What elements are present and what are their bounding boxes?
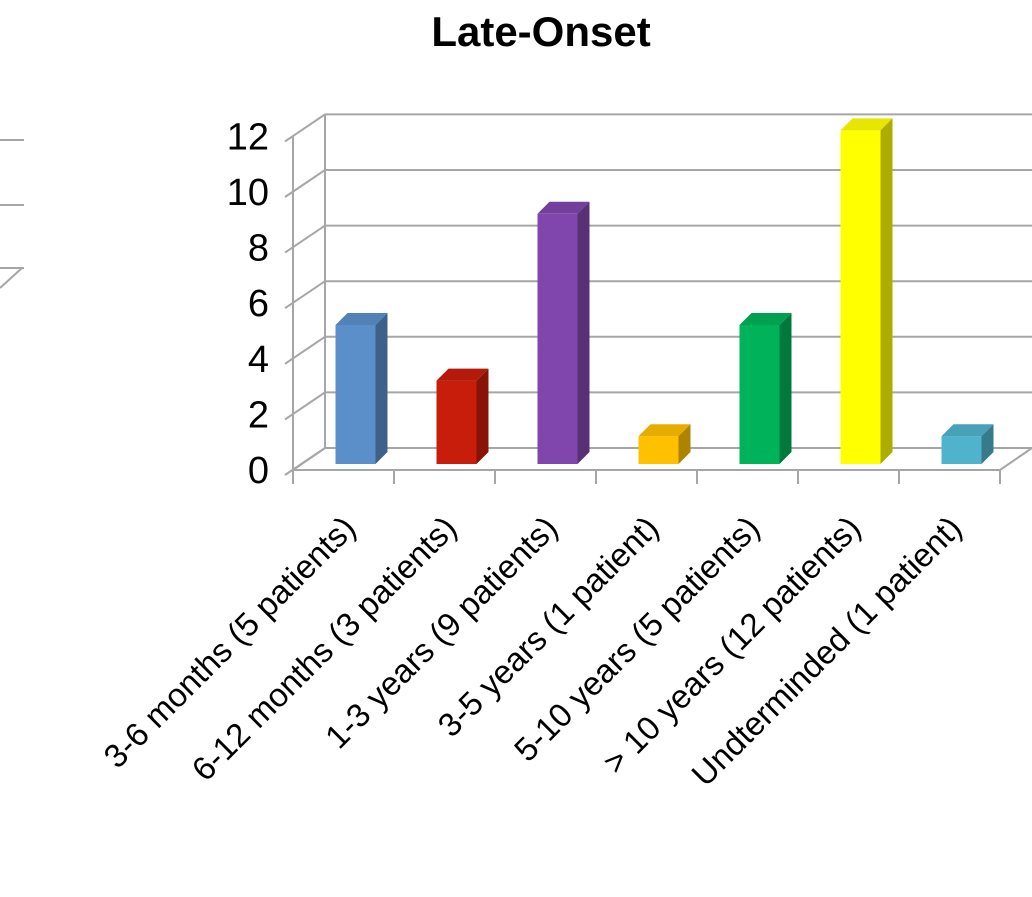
x-axis-ticks	[292, 470, 1001, 484]
bar-top-face	[739, 313, 792, 325]
bar-top-face	[335, 313, 388, 325]
y-axis-ticks: 0 2 4 6 8 10 12	[227, 116, 269, 492]
bar-top-face	[537, 201, 590, 214]
plot-frame	[292, 114, 1032, 471]
gridline	[284, 447, 1032, 476]
bar	[537, 201, 590, 465]
y-tick-label: 0	[248, 450, 269, 492]
chart-title: Late-Onset	[431, 8, 651, 55]
bar-top-face	[638, 424, 691, 437]
partial-gridline	[0, 267, 23, 289]
bar-front-face	[436, 380, 477, 464]
category-labels: 3-6 months (5 patients)6-12 months (3 pa…	[96, 509, 968, 793]
gridline	[284, 169, 1032, 198]
bar-top-face	[941, 424, 994, 437]
y-tick-label: 6	[248, 283, 269, 325]
bar-side-face	[375, 313, 388, 464]
bar	[638, 424, 691, 464]
bar-front-face	[739, 325, 780, 464]
bar-top-face	[840, 118, 893, 131]
y-tick-label: 10	[227, 172, 269, 214]
bar	[436, 368, 489, 464]
y-tick-label: 4	[248, 339, 269, 381]
bar-side-face	[476, 368, 489, 464]
y-tick-label: 8	[248, 228, 269, 270]
bar-front-face	[941, 436, 982, 464]
y-tick-label: 12	[227, 116, 269, 158]
bar-side-face	[577, 201, 590, 465]
gridlines	[284, 113, 1032, 476]
bar-front-face	[537, 213, 578, 464]
bar-side-face	[779, 313, 792, 464]
gridline	[284, 280, 1032, 310]
bar	[739, 313, 792, 464]
gridline	[284, 224, 1032, 254]
bar	[840, 118, 893, 465]
bar-side-face	[981, 424, 994, 464]
bar-front-face	[638, 436, 679, 464]
bar-top-face	[436, 368, 489, 381]
partial-left-chart-gridlines	[0, 139, 24, 289]
gridline	[284, 113, 1032, 143]
gridline	[284, 391, 1032, 421]
y-tick-label: 2	[248, 394, 269, 436]
bar-side-face	[880, 118, 893, 465]
gridline	[284, 335, 1032, 365]
bar	[941, 424, 994, 464]
bar-front-face	[335, 325, 376, 464]
bar	[335, 313, 388, 464]
bars	[335, 118, 994, 465]
bar-front-face	[840, 130, 881, 464]
bar-side-face	[678, 424, 691, 464]
floor-right-edge	[999, 447, 1032, 471]
